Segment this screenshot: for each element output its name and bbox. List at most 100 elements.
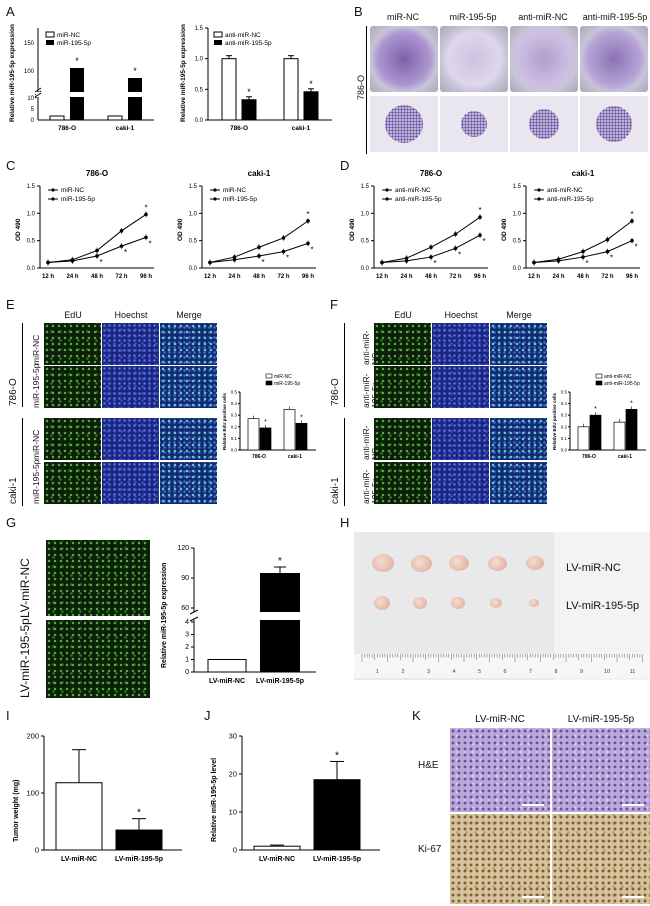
panel-label-e: E [6,297,15,312]
c-chart-0-ytick: 0.0 [27,266,36,272]
j-bar-xtick-0: LV-miR-NC [259,856,295,863]
g-image-195 [46,620,150,698]
e-image-3-0 [44,462,101,504]
g-ytick: 1 [185,657,189,664]
panel-label-g: G [6,515,17,530]
d-chart-0-ytick: 0.5 [361,239,370,245]
k-col-195: LV-miR-195-5p [567,714,635,725]
g-bar-nc [207,659,247,673]
panel-e: EdU Hoechst Merge 786-O caki-1 miR-NC miR… [6,310,326,510]
e-bar-ytick: 0.4 [231,401,238,406]
chart-e-bar: 0.5 0.4 0.3 0.2 0.1 0.0 Relative EdU positive … [222,373,316,460]
panel-label-h: H [340,515,350,530]
e-image-2-0 [44,418,101,460]
i-bar-ytick: 100 [26,789,39,798]
k-image-ki67-195 [552,814,650,904]
d-chart-1-legend-1: anti-miR-195-5p [547,196,594,203]
a1-axis-break-gap [36,92,156,97]
g-ytick: 0 [185,669,189,676]
e-cellline-786o: 786-O [8,378,19,406]
e-bar-star: * [300,414,303,421]
a2-ytick: 1.0 [195,57,204,63]
k-col-nc: LV-miR-NC [475,714,525,725]
a2-ytick: 0.0 [195,118,204,124]
c-chart-0-xtick: 48 h [91,274,103,280]
j-bar-ylabel: Relative miR-195-5p level [211,758,218,842]
h-label-nc: LV-miR-NC [566,562,621,574]
b-headers: miR-NC miR-195-5p anti-miR-NC anti-miR-1… [368,12,648,24]
j-bar-ytick: 30 [229,732,237,741]
c-chart-1-ylabel: OD 490 [177,218,184,241]
g-xtick-195: LV-miR-195-5p [256,678,304,685]
c-chart-0-ytick: 0.5 [27,239,36,245]
g-ylabel: Relative miR-195-5p expression [161,563,168,668]
e-bar-bar-1-0 [283,409,296,451]
e-bar-star: * [264,419,267,426]
c-chart-0-star: * [99,258,102,267]
b-plate-0 [370,26,438,92]
d-chart-0-star: * [482,237,485,246]
h-tumor-nc-0 [372,554,394,572]
i-bar-bar-1 [115,829,163,851]
f-bar-bar-1-1 [625,409,638,451]
j-bar-xtick-1: LV-miR-195-5p [313,856,361,863]
c-chart-1-xtick: 12 h [204,274,216,280]
d-chart-1-star: * [585,259,588,268]
a2-legend-swatch-anti [214,40,222,45]
e-row-label-2: miR-NC [31,429,41,460]
chart-j: 30 20 10 0 LV-miR-NC LV-miR-195-5p * Relative m… [211,732,380,863]
g-ytick: 4 [185,619,189,626]
a1-xtick-caki1: caki-1 [116,125,135,132]
g-axis-break-gap [192,612,318,620]
e-bar-bar-1-1 [295,422,308,451]
c-chart-1-ytick: 1.0 [189,211,198,217]
f-image-3-0 [374,462,431,504]
f-image-3-1 [432,462,489,504]
a1-legend-nc: miR-NC [57,32,80,39]
f-image-0-0 [374,323,431,365]
a1-legend-swatch-mir [46,40,54,45]
j-bar-ytick: 20 [229,770,237,779]
panel-label-b: B [354,4,363,19]
b-colony-1 [440,96,508,152]
e-bar-ylabel: Relative EdU positive cells [222,392,227,450]
h-ruler-label: 11 [630,669,636,675]
b-colony-3 [580,96,648,152]
c-chart-1-star: * [310,245,313,254]
d-chart-1-xtick: 24 h [552,274,564,280]
a1-bar-caki1-mir [128,78,142,120]
e-row-label-0: miR-NC [31,334,41,365]
f-header-hoechst: Hoechst [444,310,478,320]
c-chart-0-xtick: 12 h [42,274,54,280]
e-image-0-2 [160,323,217,365]
c-chart-1-legend-1: miR-195-5p [223,196,257,203]
b-header-anti-nc: anti-miR-NC [518,12,568,22]
f-bar-star: * [630,400,633,407]
g-ytick: 90 [181,575,189,582]
h-ruler-label: 7 [529,669,532,675]
b-plate-3 [580,26,648,92]
c-chart-0-xtick: 72 h [115,274,127,280]
e-image-3-1 [102,462,159,504]
a2-bar-caki-1-0 [283,58,299,121]
a1-star-caki1: * [133,66,137,76]
d-chart-0-ylabel: OD 490 [349,218,356,241]
e-row-label-1: miR-195-5p [31,363,41,408]
h-ruler-label: 8 [554,669,557,675]
c-chart-1-xtick: 24 h [228,274,240,280]
f-image-2-2 [490,418,547,460]
d-chart-1-ytick: 0.5 [513,239,522,245]
h-ruler-label: 10 [604,669,610,675]
chart-d: 786-O 1.5 1.0 0.5 0.0 12 h 24 h 48 h 72 h 96 h OD … [349,169,640,280]
b-colony-blob-2 [529,109,559,139]
c-chart-1-xtick: 96 h [302,274,314,280]
g-row-label-nc: LV-miR-NC [18,558,32,618]
e-bar-legend-0: miR-NC [274,374,292,380]
d-chart-1-ytick: 1.0 [513,211,522,217]
c-chart-1-star: * [286,254,289,263]
j-bar-ytick: 10 [229,808,237,817]
e-header-hoechst: Hoechst [114,310,148,320]
h-tumor-nc-3 [487,555,507,571]
j-bar-bar-1 [313,779,361,851]
c-chart-1-xtick: 72 h [277,274,289,280]
